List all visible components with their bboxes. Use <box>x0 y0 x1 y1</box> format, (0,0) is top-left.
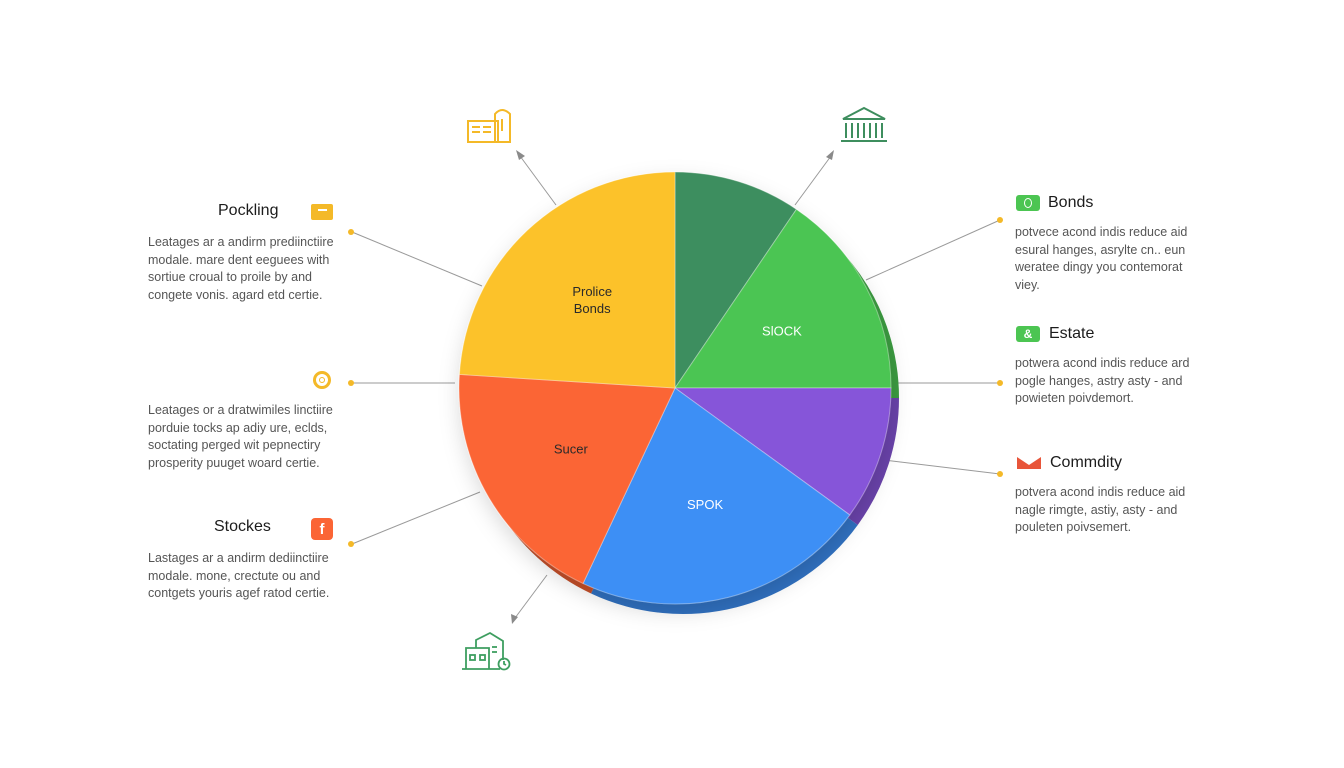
connector-dots <box>348 217 1003 547</box>
pie-slice <box>673 387 892 516</box>
connector-dot <box>348 380 354 386</box>
connector-dot <box>348 229 354 235</box>
annotation-title: Estate <box>1049 325 1095 342</box>
pie-slice <box>458 171 676 389</box>
connector-dot <box>348 541 354 547</box>
pie-labels: SlOCK SPOK Sucer Prolice Bonds <box>554 284 802 512</box>
annotation-body: potvera acond indis reduce aid nagle rim… <box>1015 485 1186 534</box>
pie-slice <box>458 373 676 585</box>
facebook-icon: f <box>311 518 333 540</box>
connector-line <box>883 459 1001 475</box>
connector-lines <box>351 155 1001 619</box>
connector-dot <box>997 217 1003 223</box>
annotation-title: Stockes <box>214 518 271 535</box>
pie-slice <box>674 208 892 389</box>
connector-dot <box>997 380 1003 386</box>
pie-slice-label: SlOCK <box>762 323 802 338</box>
connector-line <box>865 219 1001 281</box>
connector-line <box>514 574 548 619</box>
connector-arrows <box>511 150 834 624</box>
pie-slices <box>458 171 892 605</box>
connector-line <box>794 155 832 206</box>
annotation-title: Pockling <box>218 202 279 219</box>
pie-slice-label: Prolice Bonds <box>572 284 612 316</box>
annotation-body: Leatages ar a andirm prediinctiire modal… <box>148 235 334 302</box>
connector-line <box>351 491 481 545</box>
annotation-body: Lastages ar a andirm dediinctiire modale… <box>148 551 330 600</box>
mail-icon <box>1016 456 1042 470</box>
mail-glyph <box>1017 457 1041 469</box>
annotation-title: Commdity <box>1050 454 1123 471</box>
arrow-head <box>516 150 525 160</box>
pie-slice-label: Sucer <box>554 442 589 457</box>
house-clock-icon <box>462 631 511 671</box>
coin-icon <box>313 371 331 389</box>
arrow-head <box>826 150 834 160</box>
bank-icon <box>841 106 887 142</box>
folder-icon <box>311 204 333 220</box>
estate-icon: & <box>1016 326 1040 342</box>
pie-slice-label: SPOK <box>687 497 723 512</box>
storefront-icon <box>467 109 511 143</box>
pie-slice <box>674 171 798 390</box>
connector-line <box>519 155 557 206</box>
annotation-body: potwera acond indis reduce ard pogle han… <box>1015 356 1190 405</box>
annotation-title: Bonds <box>1048 194 1094 211</box>
connector-dot <box>997 471 1003 477</box>
annotation-body: potvece acond indis reduce aid esural ha… <box>1015 225 1188 292</box>
annotation-left-2: Leatages or a dratwimiles linctiire pord… <box>148 402 348 472</box>
arrow-head <box>511 614 518 624</box>
annotation-body: Leatages or a dratwimiles linctiire pord… <box>148 403 333 470</box>
bonds-icon <box>1016 195 1040 211</box>
connector-line <box>351 231 483 287</box>
